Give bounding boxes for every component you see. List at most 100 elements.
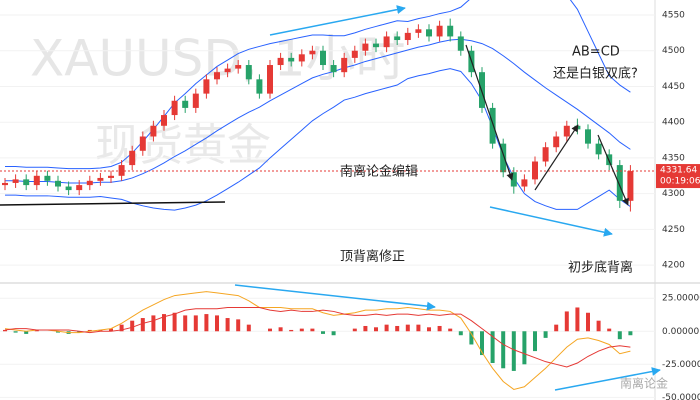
macd-histogram [87,329,92,332]
trend-arrow [234,284,436,311]
macd-histogram [130,320,135,332]
trend-arrow [269,5,406,36]
macd-histogram [575,307,580,332]
candle-body [171,100,178,116]
macd-histogram [299,328,304,332]
candle-body [203,79,210,94]
macd-histogram [24,331,29,334]
candle-body [373,43,379,48]
candle-body [161,115,167,126]
macd-histogram [289,329,294,332]
y-tick-label: 4300 [662,189,685,199]
y-tick-label: 4500 [662,46,685,56]
candle-body [595,143,602,155]
watermark: 南离论金 [620,376,668,391]
candle-body [12,179,19,183]
macd-histogram [586,312,590,332]
candle-body [383,36,390,48]
macd-histogram [374,327,378,332]
macd-histogram [331,331,336,336]
candle-body [489,107,496,144]
annotation: 还是白银双底? [553,66,638,82]
candle-body [23,179,30,186]
macd-histogram [151,315,156,332]
annotation: AB=CD [572,45,620,60]
candle-body [532,161,538,180]
candle-body [150,125,157,137]
wave-line [534,124,579,191]
candle-body [394,36,401,41]
candle-body [298,54,305,62]
macd-histogram [193,315,198,332]
macd-histogram [278,327,283,332]
y-tick-label: 0.00000 [662,327,699,337]
candle-body [192,93,199,108]
candle-body [309,50,316,55]
macd-histogram [246,324,251,332]
candle-body [224,68,231,73]
candle-body [436,25,443,37]
candle-body [510,172,517,187]
candle-body [97,177,104,181]
y-tick-label: 4200 [662,261,685,271]
macd-histogram [13,331,18,333]
macd-histogram [628,331,633,336]
macd-histogram [533,331,537,352]
macd-histogram [395,325,400,332]
candle-body [415,29,422,33]
annotation: 南离论金编辑 [340,164,418,180]
candle-body [55,180,61,187]
macd-histogram [321,331,325,334]
candle-body [256,79,263,94]
macd-histogram [215,315,219,332]
candle-body [627,171,634,201]
candle-body [76,185,83,191]
macd-histogram [172,312,177,332]
macd-histogram [596,320,601,332]
candle-body [118,165,125,176]
candle-body [182,100,189,108]
macd-histogram [490,331,495,363]
annotation: 初步底背离 [568,260,633,276]
macd-histogram [458,331,463,336]
y-tick-label: 25.00000 [662,294,700,304]
candle-body [351,50,358,58]
last-price-label: 4331.64 [660,166,697,176]
macd-histogram [34,329,39,332]
macd-histogram [236,319,241,332]
candle-body [277,57,284,66]
macd-histogram [268,328,272,332]
macd-histogram [405,324,410,332]
candle-body [616,165,623,201]
candle-body [139,136,146,151]
wave-line [597,134,629,206]
macd-histogram [543,331,548,338]
macd-histogram [77,331,82,333]
bollinger-band [5,38,631,184]
candle-body [362,43,369,51]
wave-line [465,44,514,181]
macd-histogram [437,325,442,332]
candle-body [288,57,295,62]
candle-body [553,136,560,148]
y-tick-label: -50.00000 [662,393,700,400]
macd-histogram [522,331,527,365]
y-tick-label: 4550 [662,11,685,21]
macd-histogram [511,331,516,371]
y-tick-label: 4250 [662,225,685,235]
candle-body [404,32,411,41]
dea-line [4,306,631,368]
trend-arrow [554,367,661,391]
candle-body [44,175,51,181]
macd-histogram [554,324,559,332]
y-tick-label: -25.00000 [662,360,700,370]
annotation: 顶背离修正 [340,249,405,265]
macd-histogram [183,315,188,332]
macd-histogram [352,328,357,332]
candle-body [500,143,507,173]
candle-body [457,36,464,51]
macd-histogram [3,329,7,332]
name-watermark: 现货黄金 [95,120,271,171]
